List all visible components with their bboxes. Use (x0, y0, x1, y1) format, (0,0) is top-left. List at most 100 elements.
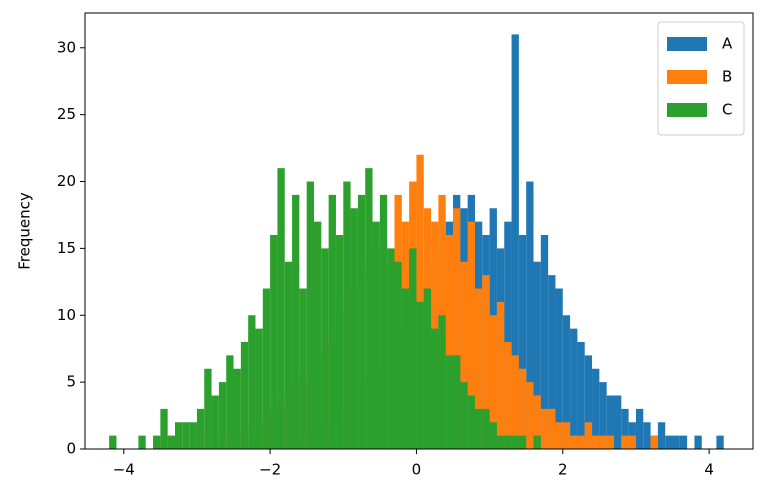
histogram-bar (453, 355, 461, 449)
legend-swatch (667, 70, 707, 84)
histogram-bar (226, 355, 234, 449)
histogram-bar (643, 422, 651, 449)
histogram-bar (716, 435, 724, 449)
histogram-bar (204, 368, 212, 449)
histogram-bar (423, 288, 432, 449)
y-tick-label: 5 (66, 373, 76, 391)
histogram-bar (270, 235, 278, 449)
histogram-bar (394, 261, 402, 449)
histogram-bar (182, 422, 190, 449)
histogram-bar (599, 435, 607, 449)
histogram-bar (109, 435, 117, 449)
histogram-bar (555, 422, 563, 449)
histogram-bar (511, 355, 519, 449)
legend-swatch (667, 37, 707, 51)
histogram-bar (467, 395, 475, 449)
histogram-bar (584, 355, 593, 449)
histogram-bar (562, 315, 571, 449)
histogram-bar (328, 194, 336, 449)
histogram-bar (599, 382, 607, 449)
histogram-bar (511, 34, 519, 449)
y-tick-label: 15 (57, 239, 76, 257)
histogram-bar (277, 168, 285, 449)
histogram-bar (592, 435, 600, 449)
histogram-bar (562, 422, 571, 449)
x-tick-label: −2 (259, 461, 281, 479)
histogram-bar (409, 248, 417, 449)
histogram-bar (445, 355, 454, 449)
histogram-bar (321, 248, 329, 449)
histogram-bar (299, 288, 307, 449)
legend-label: C (722, 101, 732, 119)
histogram-bar (621, 408, 629, 449)
histogram-bar (584, 422, 593, 449)
histogram-bar (474, 288, 483, 449)
histogram-bar (284, 261, 293, 449)
histogram-bar (496, 435, 505, 449)
histogram-bar (489, 315, 497, 449)
histogram-bar (540, 408, 549, 449)
histogram-bar (504, 342, 512, 449)
histogram-bar (460, 261, 468, 449)
histogram-bar (570, 328, 578, 449)
histogram-bar (372, 221, 380, 449)
histogram-bar (694, 435, 702, 449)
histogram-bar (606, 395, 614, 449)
histogram-bar (153, 435, 161, 449)
histogram-bar (526, 382, 534, 449)
legend-label: A (722, 35, 733, 53)
x-tick-label: 0 (412, 461, 422, 479)
histogram-bar (555, 288, 563, 449)
y-tick-label: 0 (66, 440, 76, 458)
histogram-bar (548, 408, 556, 449)
histogram-bar (467, 221, 475, 449)
histogram-bar (540, 235, 549, 449)
histogram-bar (489, 422, 497, 449)
histogram-bar (233, 368, 241, 449)
histogram-bar (518, 435, 527, 449)
histogram-bar (577, 435, 585, 449)
histogram-bar (526, 181, 534, 450)
histogram-bar (482, 275, 490, 449)
histogram-bar (167, 435, 175, 449)
histogram-bar (533, 395, 541, 449)
histogram-bar (262, 288, 271, 449)
histogram-bar (548, 275, 556, 449)
histogram-bar (533, 261, 541, 449)
y-tick-label: 30 (57, 38, 76, 56)
histogram-bar (518, 235, 527, 449)
histogram-bar (387, 248, 395, 449)
histogram-bar (504, 435, 512, 449)
histogram-bar (592, 368, 600, 449)
histogram-bar (613, 395, 622, 449)
histogram-bar (350, 208, 358, 449)
histogram-bar (482, 408, 490, 449)
histogram-bar (314, 221, 322, 449)
histogram-bar (365, 168, 373, 449)
histogram-bar (196, 408, 205, 449)
histogram-bar (496, 301, 505, 449)
histogram-bar (665, 435, 673, 449)
histogram-bar (401, 288, 410, 449)
y-axis-label: Frequency (16, 192, 34, 270)
histogram-bar (621, 435, 629, 449)
histogram-bar (160, 408, 168, 449)
histogram-bar (306, 181, 315, 450)
x-tick-label: 4 (704, 461, 714, 479)
histogram-bar (335, 235, 344, 449)
histogram-bar (657, 422, 666, 449)
histogram-bar (635, 408, 644, 449)
histogram-bar (248, 315, 256, 449)
y-tick-label: 25 (57, 105, 76, 123)
histogram-bar (570, 435, 578, 449)
histogram-bar (343, 181, 351, 450)
histogram-bar (431, 328, 439, 449)
histogram-bar (628, 435, 636, 449)
x-tick-label: 2 (558, 461, 568, 479)
histogram-bar (518, 368, 527, 449)
histogram-bar (679, 435, 688, 449)
histogram-bar (577, 342, 585, 449)
histogram-bar (606, 435, 614, 449)
